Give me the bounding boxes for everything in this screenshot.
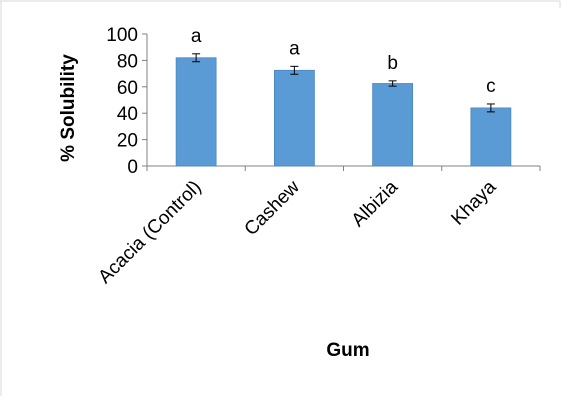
y-axis-title: % Solubility xyxy=(58,54,79,162)
y-tick-label: 100 xyxy=(106,25,138,46)
significance-letter: c xyxy=(486,76,496,97)
significance-letter: a xyxy=(191,26,202,47)
error-bars xyxy=(192,53,495,113)
x-tick-label: Khaya xyxy=(447,176,500,229)
bar xyxy=(175,57,217,167)
x-tick-label: Cashew xyxy=(241,176,305,240)
bar-series xyxy=(175,57,512,167)
bar xyxy=(470,107,512,167)
y-tick-label: 40 xyxy=(117,104,138,125)
significance-letters: a a b c xyxy=(191,26,496,97)
bar xyxy=(273,69,315,167)
x-tick-label: Acacia (Control) xyxy=(94,177,205,288)
significance-letter: b xyxy=(387,53,398,74)
y-tick-label: 20 xyxy=(117,131,138,152)
y-tick-label: 80 xyxy=(117,51,138,72)
y-tick-label: 0 xyxy=(127,157,138,178)
x-axis-title: Gum xyxy=(326,340,369,361)
y-tick-label: 60 xyxy=(117,78,138,99)
x-axis-ticks xyxy=(146,166,541,171)
x-tick-labels: Acacia (Control) Cashew Albizia Khaya xyxy=(94,176,500,287)
significance-letter: a xyxy=(289,38,300,59)
x-tick-label: Albizia xyxy=(348,176,403,231)
bar xyxy=(372,83,414,167)
y-axis-ticks: 0 20 40 60 80 100 xyxy=(106,25,147,178)
